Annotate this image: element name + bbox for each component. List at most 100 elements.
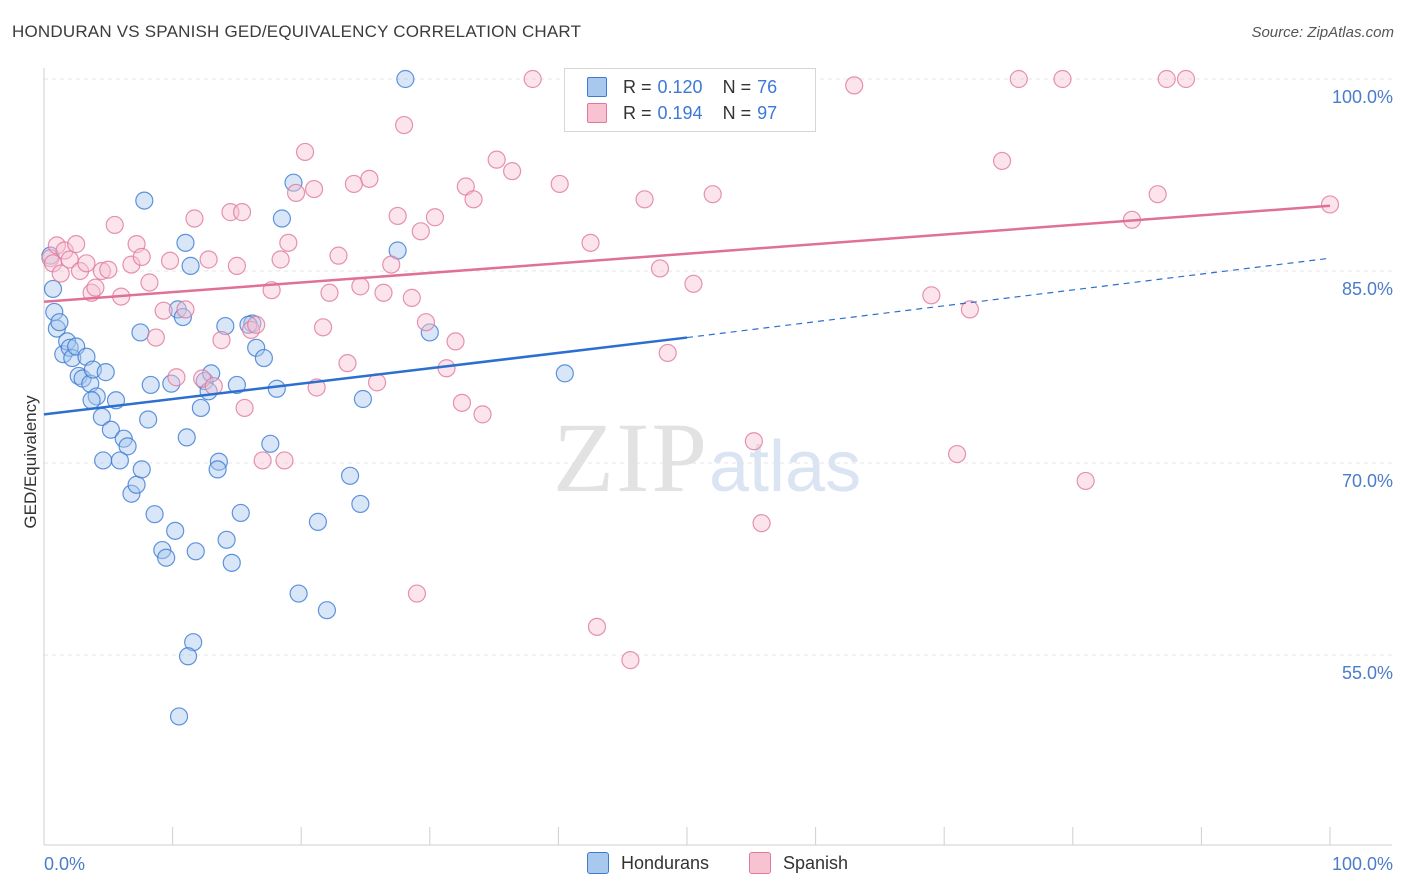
watermark-zip: ZIP	[553, 402, 709, 513]
hondurans-points	[41, 69, 697, 726]
data-point	[166, 521, 185, 540]
data-point	[77, 254, 96, 273]
tick-labels: 100.0% 85.0% 70.0% 55.0% 0.0% 100.0%	[44, 87, 1393, 874]
data-point	[67, 235, 86, 254]
data-point	[416, 313, 436, 332]
data-point	[295, 142, 315, 162]
trend-lines	[43, 204, 1331, 416]
data-point	[304, 179, 324, 199]
watermark-atlas: atlas	[709, 427, 862, 507]
data-point	[650, 259, 670, 278]
chart-source: Source: ZipAtlas.com	[1251, 24, 1394, 41]
y-tick-label: 85.0%	[1342, 279, 1393, 299]
data-point	[425, 208, 445, 227]
data-point	[396, 69, 415, 89]
grid-lines	[44, 78, 1392, 656]
correlation-legend: R = 0.120 N = 76 R = 0.194 N = 97	[564, 68, 816, 132]
n-label: N =	[722, 76, 752, 97]
data-point	[503, 162, 522, 181]
data-point	[247, 338, 266, 357]
data-point	[344, 174, 364, 194]
data-point	[845, 76, 864, 95]
data-point	[199, 250, 218, 269]
data-point	[247, 315, 266, 334]
data-point	[744, 432, 763, 451]
data-point	[407, 584, 427, 603]
data-point	[235, 398, 254, 418]
data-point	[437, 359, 456, 378]
data-point	[96, 363, 115, 382]
data-point	[241, 320, 261, 339]
x-tick-label: 100.0%	[1332, 854, 1393, 874]
data-point	[177, 428, 196, 447]
hondurans-legend-swatch	[587, 852, 609, 874]
data-point	[253, 451, 272, 470]
data-point	[254, 348, 274, 368]
data-point	[167, 368, 186, 387]
legend-item-spanish: Spanish	[749, 852, 848, 874]
data-point	[154, 301, 173, 320]
chart-title: HONDURAN VS SPANISH GED/EQUIVALENCY CORR…	[12, 22, 582, 41]
data-point	[222, 553, 241, 572]
data-point	[411, 222, 430, 241]
data-point	[550, 174, 569, 194]
data-point	[267, 379, 286, 398]
data-point	[581, 233, 600, 252]
spanish-swatch	[587, 103, 607, 123]
data-point	[146, 328, 165, 347]
data-point	[82, 391, 101, 410]
data-point	[140, 273, 159, 292]
data-point	[169, 707, 189, 726]
data-point	[587, 617, 607, 636]
data-point	[947, 444, 967, 464]
data-point	[232, 203, 252, 222]
data-point	[178, 647, 198, 666]
data-point	[118, 437, 137, 456]
data-point	[209, 452, 228, 471]
data-point	[132, 247, 151, 267]
legend-item-hondurans: Hondurans	[587, 852, 709, 874]
data-point	[181, 256, 200, 275]
data-point	[1176, 69, 1196, 89]
data-point	[216, 316, 235, 336]
legend-row-hondurans: R = 0.120 N = 76	[587, 74, 777, 100]
r-label: R =	[623, 76, 652, 97]
data-point	[122, 484, 141, 503]
data-point	[176, 233, 195, 252]
spanish-trend-line	[43, 204, 1331, 303]
zipatlas-watermark: ZIPatlas	[553, 400, 861, 515]
data-point	[684, 274, 703, 293]
r-value: 0.194	[657, 102, 703, 123]
data-point	[131, 323, 150, 342]
data-point	[340, 466, 360, 485]
data-point	[487, 150, 506, 169]
data-point	[286, 183, 306, 203]
data-point	[1053, 69, 1072, 89]
data-point	[452, 393, 472, 412]
y-axis-label: GED/Equivalency	[21, 395, 40, 529]
data-point	[388, 206, 407, 226]
data-point	[184, 633, 203, 652]
axes	[43, 68, 1392, 846]
data-point	[127, 475, 146, 494]
data-point	[752, 514, 771, 533]
data-point	[275, 451, 294, 470]
data-point	[157, 548, 176, 567]
data-point	[271, 250, 290, 269]
data-point	[317, 601, 337, 620]
data-point	[191, 398, 210, 418]
data-point	[43, 279, 63, 299]
data-point	[635, 190, 654, 209]
data-point	[227, 256, 246, 275]
data-point	[308, 512, 328, 531]
legend-row-spanish: R = 0.194 N = 97	[587, 100, 777, 126]
data-point	[105, 215, 124, 235]
data-point	[313, 318, 333, 337]
data-point	[992, 151, 1012, 171]
data-point	[272, 209, 292, 228]
spanish-points	[41, 69, 1340, 670]
data-point	[94, 451, 113, 470]
data-point	[473, 405, 492, 424]
r-value: 0.120	[657, 76, 703, 97]
data-point	[55, 241, 74, 260]
